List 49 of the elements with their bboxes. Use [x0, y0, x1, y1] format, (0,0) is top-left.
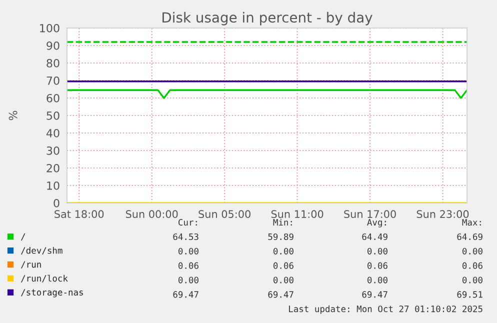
text: 0.00 [178, 276, 198, 284]
y-tick-label: 80 [46, 58, 60, 68]
legend-label: /run [21, 261, 41, 268]
text: Last update: Mon Oct 27 01:10:02 2025 [289, 305, 482, 314]
x-tick-label: Sun 05:00 [198, 210, 250, 218]
text: 0.00 [368, 248, 388, 254]
text: 0.06 [368, 262, 388, 269]
text: 0.00 [178, 248, 198, 254]
y-tick-label: 0 [54, 198, 60, 208]
text: 0.00 [274, 248, 294, 254]
text: 69.47 [173, 291, 198, 298]
legend-label: /storage-nas [21, 289, 83, 298]
text: 59.89 [268, 233, 294, 240]
y-tick-label: 50 [46, 111, 60, 120]
text: Cur: [178, 219, 197, 226]
y-tick-label: 20 [46, 164, 60, 172]
y-tick-label: 30 [46, 146, 60, 155]
text: 0.00 [462, 248, 482, 254]
y-tick-label: 10 [47, 181, 60, 190]
text: 69.51 [457, 291, 482, 298]
legend-label: /dev/shm [21, 246, 62, 254]
x-tick-label: Sat 18:00 [54, 210, 104, 218]
legend-label: /run/lock [21, 274, 68, 282]
x-tick-label: Sun 00:00 [126, 210, 178, 218]
text: Avg: [367, 219, 386, 228]
y-tick-label: 70 [46, 76, 60, 85]
y-tick-label: 100 [40, 24, 60, 32]
text: 0.06 [274, 262, 294, 269]
text: 64.53 [173, 233, 198, 240]
text: Max: [462, 219, 481, 226]
x-tick-label: Sun 11:00 [271, 210, 324, 218]
chart-title: Disk usage in percent - by day [162, 12, 372, 26]
text: 0.00 [368, 276, 388, 284]
x-tick-label: Sun 17:00 [344, 210, 396, 218]
y-tick-label: 40 [46, 128, 60, 138]
y-tick-label: 60 [46, 94, 60, 102]
text: 0.00 [274, 276, 294, 284]
text: 0.00 [462, 276, 482, 284]
text: 0.06 [178, 262, 198, 269]
text: 0.06 [462, 262, 482, 269]
text: 69.47 [362, 291, 388, 298]
legend-label: / [21, 233, 26, 241]
text: 64.69 [457, 233, 482, 240]
text: 69.47 [268, 291, 294, 298]
y-axis-title: % [8, 110, 18, 120]
text: Min: [273, 218, 292, 226]
y-tick-label: 90 [46, 41, 60, 50]
text: 64.49 [362, 233, 388, 240]
x-tick-label: Sun 23:00 [416, 210, 469, 218]
